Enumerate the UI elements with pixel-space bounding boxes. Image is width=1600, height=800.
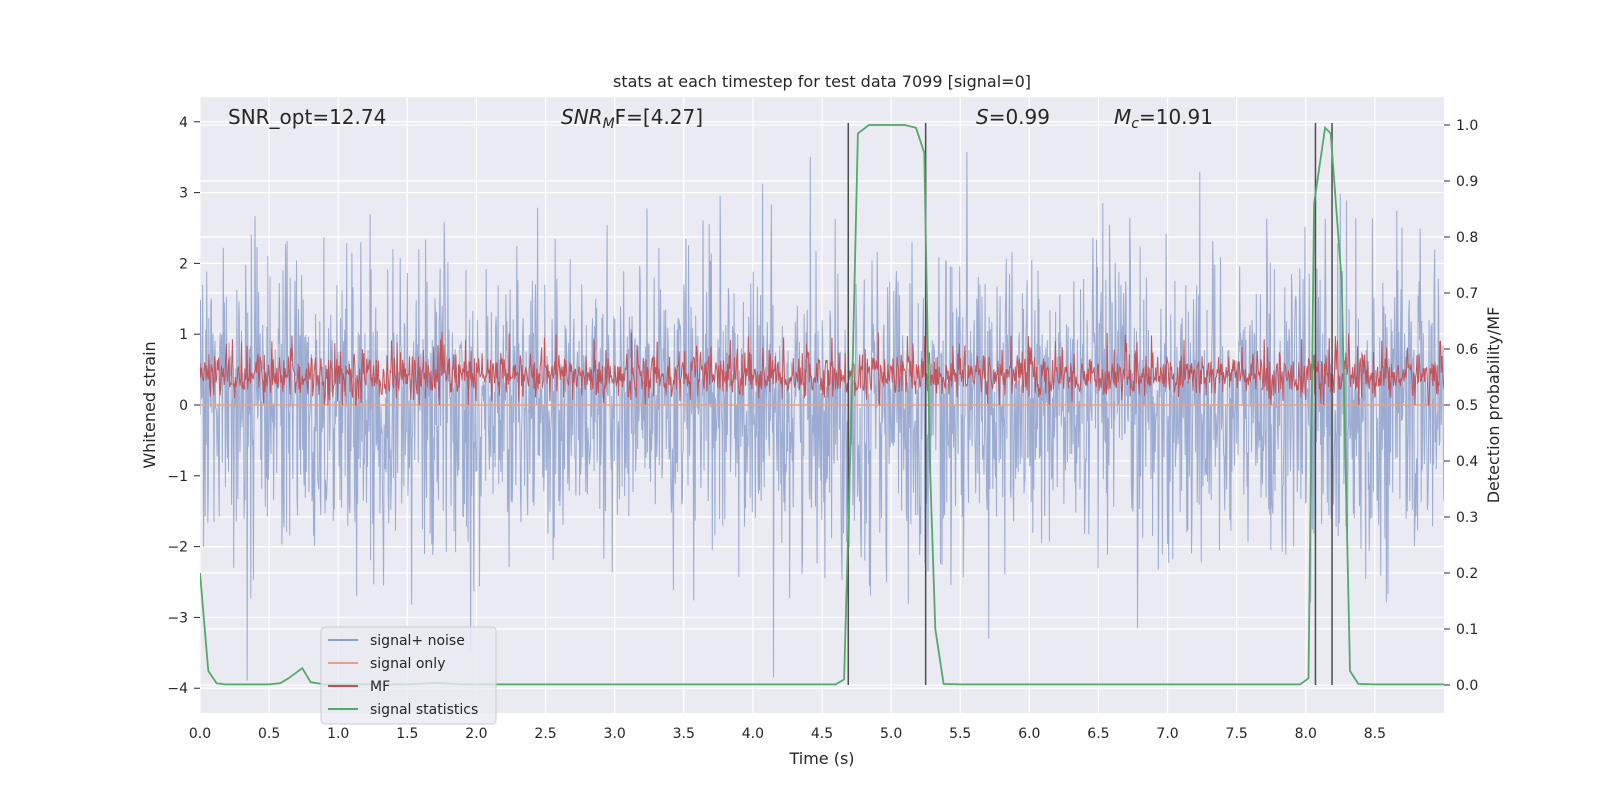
y-left-axis-label: Whitened strain bbox=[140, 341, 159, 468]
y-left-tick-label-1: −3 bbox=[167, 610, 188, 626]
legend-label-mf: MF bbox=[370, 679, 390, 695]
y-right-axis-label: Detection probability/MF bbox=[1484, 307, 1503, 504]
y-right-tick-label-4: 0.4 bbox=[1456, 454, 1478, 470]
annotation-mc-sub: c bbox=[1131, 116, 1139, 132]
y-right-tick-label-2: 0.2 bbox=[1456, 566, 1478, 582]
y-left-tick-label-5: 1 bbox=[179, 327, 188, 343]
x-tick-label-17: 8.5 bbox=[1364, 726, 1386, 742]
y-left-tick-label-6: 2 bbox=[179, 256, 188, 272]
y-left-axis-ticks: −4 −3 −2 −1 0 1 2 3 4 bbox=[167, 115, 200, 697]
y-left-tick-label-0: −4 bbox=[167, 681, 188, 697]
y-left-tick-label-2: −2 bbox=[167, 540, 188, 556]
x-axis-ticks: 0.0 0.5 1.0 1.5 2.0 2.5 3.0 3.5 4.0 4.5 5.0 5.5 6.0 6… bbox=[189, 726, 1386, 742]
series-signal-statistics-line bbox=[200, 124, 1444, 686]
series-mf-line bbox=[200, 332, 1444, 407]
x-tick-label-14: 7.0 bbox=[1156, 726, 1178, 742]
legend-label-signal-statistics: signal statistics bbox=[370, 702, 478, 718]
x-tick-label-5: 2.5 bbox=[534, 726, 556, 742]
legend-label-signal-only: signal only bbox=[370, 656, 445, 672]
y-left-tick-label-8: 4 bbox=[179, 115, 188, 131]
legend-label-signal-noise: signal+ noise bbox=[370, 633, 465, 649]
annotation-s: S=0.99 bbox=[976, 105, 1050, 129]
x-tick-label-9: 4.5 bbox=[811, 726, 833, 742]
y-left-tick-label-7: 3 bbox=[179, 186, 188, 202]
x-tick-label-12: 6.0 bbox=[1018, 726, 1040, 742]
x-tick-label-16: 8.0 bbox=[1295, 726, 1317, 742]
series-signal-noise-line bbox=[200, 151, 1444, 681]
x-tick-label-2: 1.0 bbox=[327, 726, 349, 742]
x-tick-label-7: 3.5 bbox=[673, 726, 695, 742]
y-left-tick-label-4: 0 bbox=[179, 398, 188, 414]
legend: signal+ noise signal only MF signal stat… bbox=[320, 626, 497, 725]
y-right-axis-ticks: 0.0 0.1 0.2 0.3 0.4 0.5 0.6 0.7 0.8 0.9 1.0 bbox=[1444, 118, 1478, 694]
legend-box bbox=[320, 626, 497, 725]
y-left-tick-label-3: −1 bbox=[167, 469, 188, 485]
x-tick-label-13: 6.5 bbox=[1087, 726, 1109, 742]
y-right-tick-label-0: 0.0 bbox=[1456, 678, 1478, 694]
annotation-mc-var: M bbox=[1114, 105, 1131, 129]
x-tick-label-8: 4.0 bbox=[742, 726, 764, 742]
annotation-mc-value: =10.91 bbox=[1139, 105, 1213, 129]
y-right-tick-label-1: 0.1 bbox=[1456, 622, 1478, 638]
annotation-snr-mf: SNRMF=[4.27] bbox=[561, 105, 703, 132]
x-axis-label: Time (s) bbox=[788, 749, 854, 768]
annotation-snr-mf-var: SNR bbox=[561, 105, 603, 129]
y-right-tick-label-8: 0.8 bbox=[1456, 230, 1478, 246]
x-tick-label-11: 5.5 bbox=[949, 726, 971, 742]
y-right-tick-label-10: 1.0 bbox=[1456, 118, 1478, 134]
y-right-tick-label-9: 0.9 bbox=[1456, 174, 1478, 190]
x-tick-label-0: 0.0 bbox=[189, 726, 211, 742]
y-right-tick-label-3: 0.3 bbox=[1456, 510, 1478, 526]
y-right-tick-label-6: 0.6 bbox=[1456, 342, 1478, 358]
plot-area bbox=[200, 123, 1444, 686]
annotation-mc: Mc=10.91 bbox=[1114, 105, 1213, 132]
x-tick-label-10: 5.0 bbox=[880, 726, 902, 742]
chart-title: stats at each timestep for test data 709… bbox=[613, 72, 1031, 91]
x-tick-label-1: 0.5 bbox=[258, 726, 280, 742]
y-right-tick-label-7: 0.7 bbox=[1456, 286, 1478, 302]
annotation-snr-mf-sub: M bbox=[603, 116, 615, 132]
x-tick-label-4: 2.0 bbox=[465, 726, 487, 742]
x-tick-label-3: 1.5 bbox=[396, 726, 418, 742]
annotation-s-var: S bbox=[976, 105, 989, 129]
annotation-s-value: =0.99 bbox=[989, 105, 1050, 129]
x-tick-label-15: 7.5 bbox=[1226, 726, 1248, 742]
annotation-snr-mf-value: F=[4.27] bbox=[615, 105, 703, 129]
annotation-snr-opt: SNR_opt=12.74 bbox=[228, 105, 386, 129]
y-right-tick-label-5: 0.5 bbox=[1456, 398, 1478, 414]
x-tick-label-6: 3.0 bbox=[604, 726, 626, 742]
